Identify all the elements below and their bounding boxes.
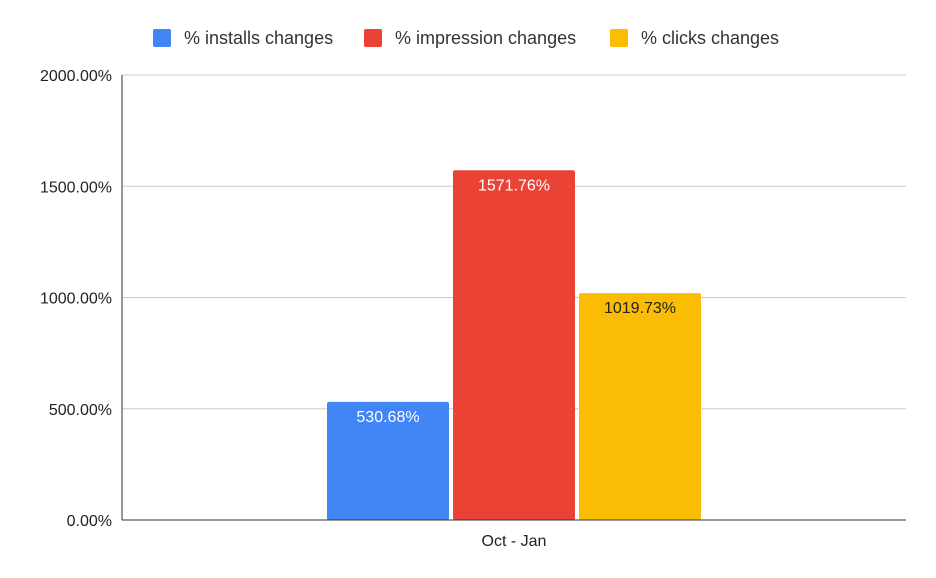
bar-value-label: 530.68% xyxy=(356,409,419,426)
bar xyxy=(327,401,449,520)
legend-swatch xyxy=(364,29,382,47)
legend-swatch xyxy=(610,29,628,47)
y-axis-ticks: 0.00% 500.00% 1000.00% 1500.00% 2000.00% xyxy=(40,68,112,530)
legend: % installs changes % impression changes % … xyxy=(153,28,779,48)
y-tick-label: 1500.00% xyxy=(40,179,112,196)
x-axis-categories: Oct - Jan xyxy=(482,533,547,550)
bar-value-label: 1571.76% xyxy=(478,177,550,194)
legend-label: % impression changes xyxy=(395,28,576,48)
bars xyxy=(327,170,701,521)
axes xyxy=(121,75,906,521)
bar xyxy=(579,293,701,520)
y-tick-label: 2000.00% xyxy=(40,68,112,85)
y-tick-label: 1000.00% xyxy=(40,291,112,308)
bar-value-label: 1019.73% xyxy=(604,300,676,317)
bar xyxy=(453,170,575,521)
legend-label: % installs changes xyxy=(184,28,333,48)
y-tick-label: 500.00% xyxy=(49,402,112,419)
y-tick-label: 0.00% xyxy=(67,513,112,530)
legend-label: % clicks changes xyxy=(641,28,779,48)
x-category-label: Oct - Jan xyxy=(482,533,547,550)
bar-labels: 530.68% 1571.76% 1019.73% xyxy=(356,177,676,426)
legend-swatch xyxy=(153,29,171,47)
